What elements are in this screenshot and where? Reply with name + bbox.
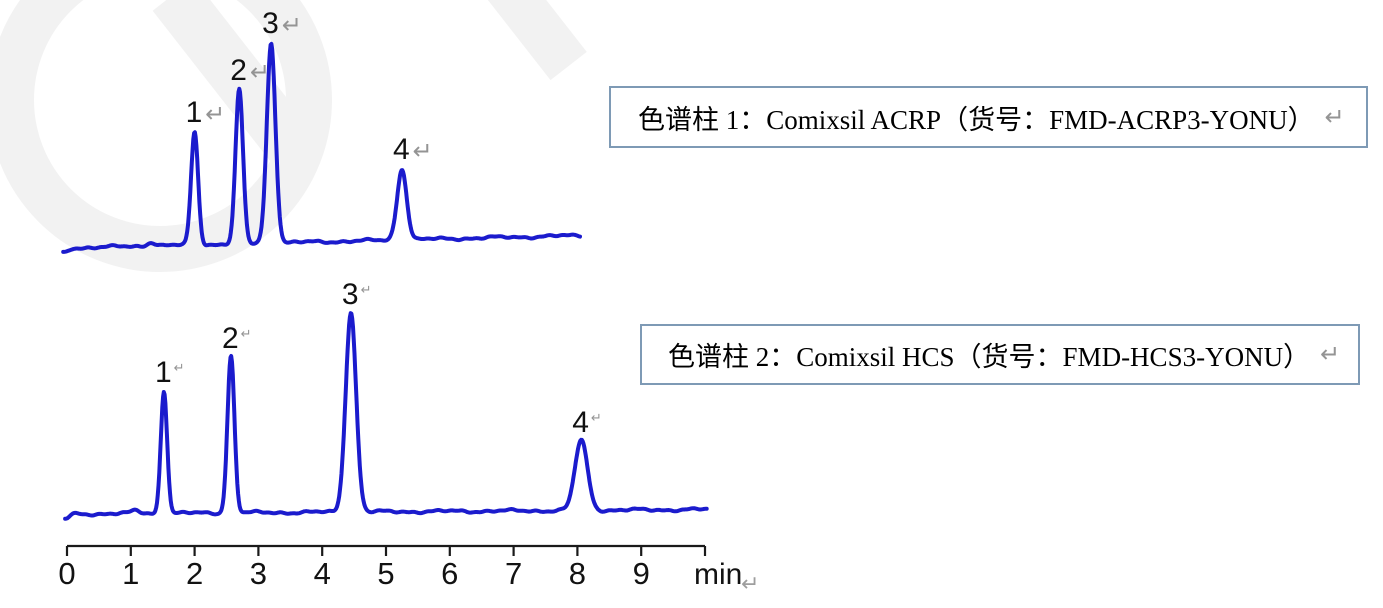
- x-tick-label-3: 3: [249, 556, 268, 591]
- x-tick-label-5: 5: [377, 556, 395, 591]
- column1-info-box[interactable]: 色谱柱 1：Comixsil ACRP（货号：FMD-ACRP3-YONU） ↵: [609, 86, 1368, 148]
- peak-label-trace1-3: 3 ↵: [262, 9, 302, 39]
- x-tick-label-7: 7: [504, 556, 523, 591]
- trace-2-line: [63, 311, 709, 521]
- x-tick-label-6: 6: [441, 556, 459, 591]
- soft-return-mark: ↵: [590, 410, 602, 426]
- soft-return-mark: ↵: [281, 12, 302, 40]
- peak-number: 2: [221, 321, 239, 355]
- peak-label-trace1-2: 2 ↵: [230, 53, 271, 87]
- soft-return-mark: ↵: [360, 281, 372, 297]
- column1-info-text: 色谱柱 1：Comixsil ACRP（货号：FMD-ACRP3-YONU）: [638, 104, 1315, 135]
- column2-info-box[interactable]: 色谱柱 2：Comixsil HCS（货号：FMD-HCS3-YONU） ↵: [640, 324, 1360, 385]
- soft-return-mark: ↵: [240, 325, 252, 341]
- x-tick-label-0: 0: [58, 556, 76, 591]
- soft-return-mark: ↵: [1324, 103, 1345, 131]
- soft-return-mark: ↵: [173, 360, 185, 376]
- peak-number: 1: [185, 95, 203, 129]
- peak-number: 3: [262, 7, 279, 41]
- peak-number: 4: [572, 406, 589, 440]
- peak-label-trace2-3: 3 ↵: [341, 277, 372, 311]
- soft-return-mark: ↵: [1320, 341, 1341, 368]
- peak-number: 3: [341, 277, 359, 311]
- soft-return-mark: ↵: [741, 571, 760, 596]
- soft-return-mark: ↵: [205, 100, 226, 128]
- x-axis: [65, 544, 707, 556]
- soft-return-mark: ↵: [249, 58, 271, 86]
- x-tick-label-1: 1: [122, 556, 140, 591]
- x-tick-label-2: 2: [185, 556, 204, 591]
- trace-1-line: [61, 41, 582, 254]
- peak-number: 4: [392, 132, 410, 166]
- peak-number: 1: [154, 356, 172, 390]
- x-tick-label-4: 4: [313, 556, 331, 591]
- axis-unit-label: min: [694, 558, 743, 591]
- peak-label-trace2-1: 1 ↵: [155, 358, 185, 388]
- peak-label-trace1-1: 1 ↵: [185, 95, 226, 129]
- soft-return-mark: ↵: [412, 137, 433, 165]
- peak-label-trace2-2: 2 ↵: [221, 321, 252, 355]
- peak-label-trace2-4: 4 ↵: [572, 408, 602, 438]
- x-tick-label-8: 8: [568, 556, 587, 591]
- x-tick-label-9: 9: [632, 556, 650, 591]
- column2-info-text: 色谱柱 2：Comixsil HCS（货号：FMD-HCS3-YONU）: [668, 342, 1311, 372]
- peak-label-trace1-4: 4 ↵: [392, 132, 433, 166]
- peak-number: 2: [230, 53, 247, 87]
